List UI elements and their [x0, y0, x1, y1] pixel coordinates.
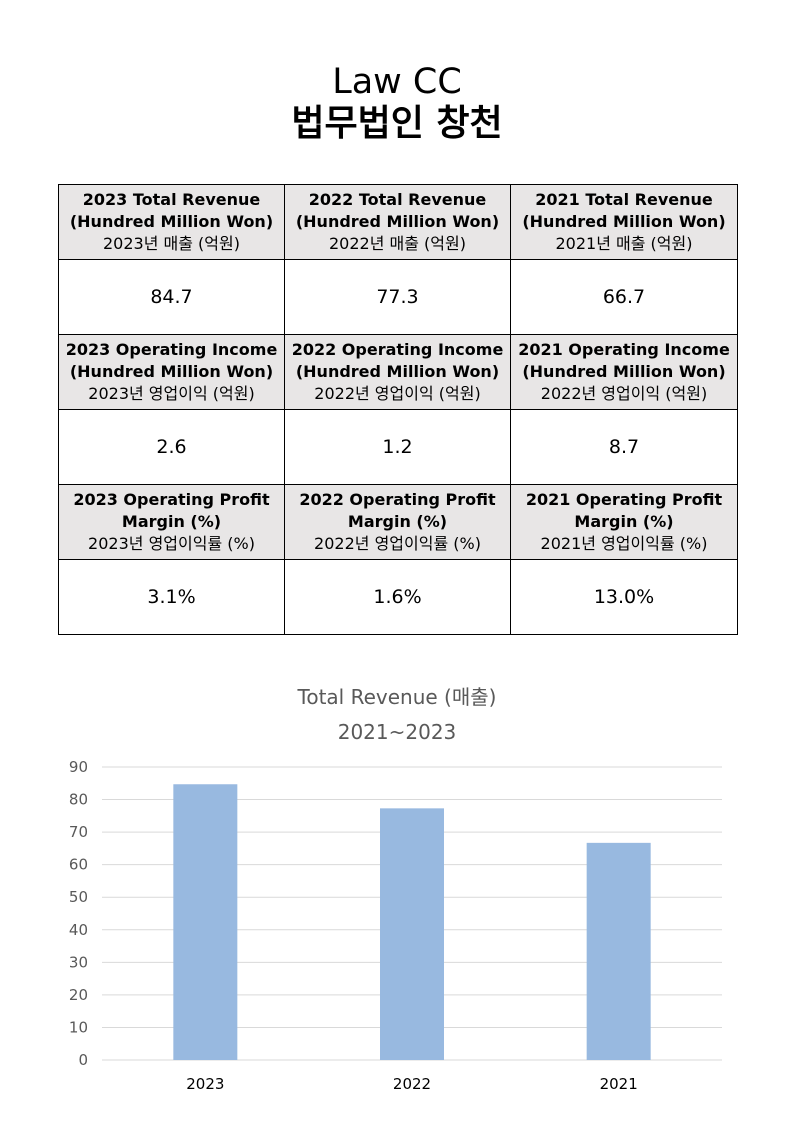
table-value-cell: 3.1%	[58, 559, 285, 635]
document-title-block: Law CC 법무법인 창천	[0, 62, 794, 146]
table-header-cell: 2022 Operating Profit Margin (%) 2022년 영업…	[284, 484, 511, 560]
y-tick-label: 80	[69, 791, 88, 809]
x-tick-label: 2022	[393, 1075, 431, 1093]
table-header-row: 2023 Operating Income (Hundred Million W…	[58, 334, 738, 410]
table-header-cell: 2022 Total Revenue (Hundred Million Won)…	[284, 184, 511, 260]
chart-subtitle: 2021~2023	[338, 720, 457, 744]
bar-2021	[586, 842, 651, 1060]
header-cell-en: 2022 Operating Income (Hundred Million W…	[291, 340, 504, 381]
chart-x-ticks: 2023 2022 2021	[186, 1075, 638, 1093]
header-cell-en: 2023 Operating Profit Margin (%)	[73, 490, 270, 531]
table-value-cell: 8.7	[510, 409, 738, 485]
revenue-bar-chart-svg: Total Revenue (매출) 2021~2023 0 10 20 30 40 50…	[69, 685, 722, 1093]
table-header-cell: 2021 Operating Income (Hundred Million W…	[510, 334, 738, 410]
table-header-cell: 2023 Operating Profit Margin (%) 2023년 영업…	[58, 484, 285, 560]
chart-bars	[173, 784, 651, 1060]
header-cell-ko: 2023년 영업이익 (억원)	[88, 384, 255, 403]
x-tick-label: 2021	[600, 1075, 638, 1093]
y-tick-label: 0	[78, 1051, 88, 1069]
financial-summary-table: 2023 Total Revenue (Hundred Million Won)…	[58, 184, 738, 635]
header-cell-ko: 2023년 매출 (억원)	[103, 234, 240, 253]
header-cell-en: 2021 Total Revenue (Hundred Million Won)	[522, 190, 726, 231]
table-value-row: 3.1% 1.6% 13.0%	[58, 559, 738, 635]
header-cell-ko: 2022년 매출 (억원)	[329, 234, 466, 253]
table-header-cell: 2023 Operating Income (Hundred Million W…	[58, 334, 285, 410]
chart-title: Total Revenue (매출)	[297, 685, 497, 709]
y-tick-label: 40	[69, 921, 88, 939]
table-value-cell: 1.2	[284, 409, 511, 485]
table-header-cell: 2021 Total Revenue (Hundred Million Won)…	[510, 184, 738, 260]
table-value-cell: 13.0%	[510, 559, 738, 635]
y-tick-label: 60	[69, 856, 88, 874]
bar-2023	[173, 784, 238, 1060]
table-value-cell: 84.7	[58, 259, 285, 335]
y-tick-label: 30	[69, 953, 88, 971]
table-header-cell: 2023 Total Revenue (Hundred Million Won)…	[58, 184, 285, 260]
table-header-cell: 2021 Operating Profit Margin (%) 2021년 영업…	[510, 484, 738, 560]
chart-y-ticks: 0 10 20 30 40 50 60 70 80 90	[69, 758, 88, 1069]
table-value-cell: 66.7	[510, 259, 738, 335]
table-value-cell: 1.6%	[284, 559, 511, 635]
header-cell-en: 2022 Total Revenue (Hundred Million Won)	[295, 190, 500, 231]
y-tick-label: 20	[69, 986, 88, 1004]
table-value-cell: 2.6	[58, 409, 285, 485]
header-cell-en: 2022 Operating Profit Margin (%)	[299, 490, 496, 531]
table-value-row: 2.6 1.2 8.7	[58, 409, 738, 485]
header-cell-en: 2023 Operating Income (Hundred Million W…	[65, 340, 278, 381]
y-tick-label: 50	[69, 888, 88, 906]
header-cell-en: 2023 Total Revenue (Hundred Million Won)	[69, 190, 274, 231]
header-cell-ko: 2021년 매출 (억원)	[555, 234, 693, 253]
table-header-cell: 2022 Operating Income (Hundred Million W…	[284, 334, 511, 410]
bar-2022	[380, 808, 444, 1060]
header-cell-en: 2021 Operating Income (Hundred Million W…	[518, 340, 730, 381]
header-cell-ko: 2022년 영업이익 (억원)	[540, 384, 708, 403]
y-tick-label: 10	[69, 1018, 88, 1036]
table-value-row: 84.7 77.3 66.7	[58, 259, 738, 335]
x-tick-label: 2023	[186, 1075, 224, 1093]
y-tick-label: 90	[69, 758, 88, 776]
table-header-row: 2023 Total Revenue (Hundred Million Won)…	[58, 184, 738, 260]
table-header-row: 2023 Operating Profit Margin (%) 2023년 영업…	[58, 484, 738, 560]
y-tick-label: 70	[69, 823, 88, 841]
header-cell-ko: 2022년 영업이익률 (%)	[314, 534, 481, 553]
header-cell-en: 2021 Operating Profit Margin (%)	[525, 490, 723, 531]
header-cell-ko: 2023년 영업이익률 (%)	[88, 534, 255, 553]
table-value-cell: 77.3	[284, 259, 511, 335]
revenue-chart: Total Revenue (매출) 2021~2023 0 10 20 30 40 50…	[0, 676, 794, 1116]
document-title: Law CC	[332, 62, 462, 102]
header-cell-ko: 2021년 영업이익률 (%)	[540, 534, 708, 553]
document-subtitle: 법무법인 창천	[291, 103, 503, 144]
header-cell-ko: 2022년 영업이익 (억원)	[314, 384, 481, 403]
